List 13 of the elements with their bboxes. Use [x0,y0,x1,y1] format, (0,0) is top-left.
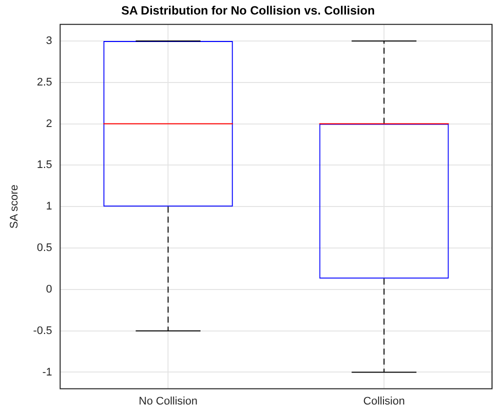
y-tick-label: 0.5 [36,242,52,254]
y-tick-label: 2.5 [36,76,52,88]
y-tick-label: 2 [46,118,52,130]
y-tick-label: 3 [46,34,52,47]
x-tick-label: No Collision [138,395,198,408]
y-tick-label: 1.5 [36,159,52,172]
x-tick-label: Collision [363,395,405,408]
y-tick-label: -0.5 [33,324,52,337]
y-tick-label: 0 [46,283,52,296]
y-tick-label: -1 [42,366,52,378]
y-tick-label: 1 [46,200,52,213]
y-axis-title: SA score [8,184,21,229]
chart-title: SA Distribution for No Collision vs. Collision [121,4,375,18]
